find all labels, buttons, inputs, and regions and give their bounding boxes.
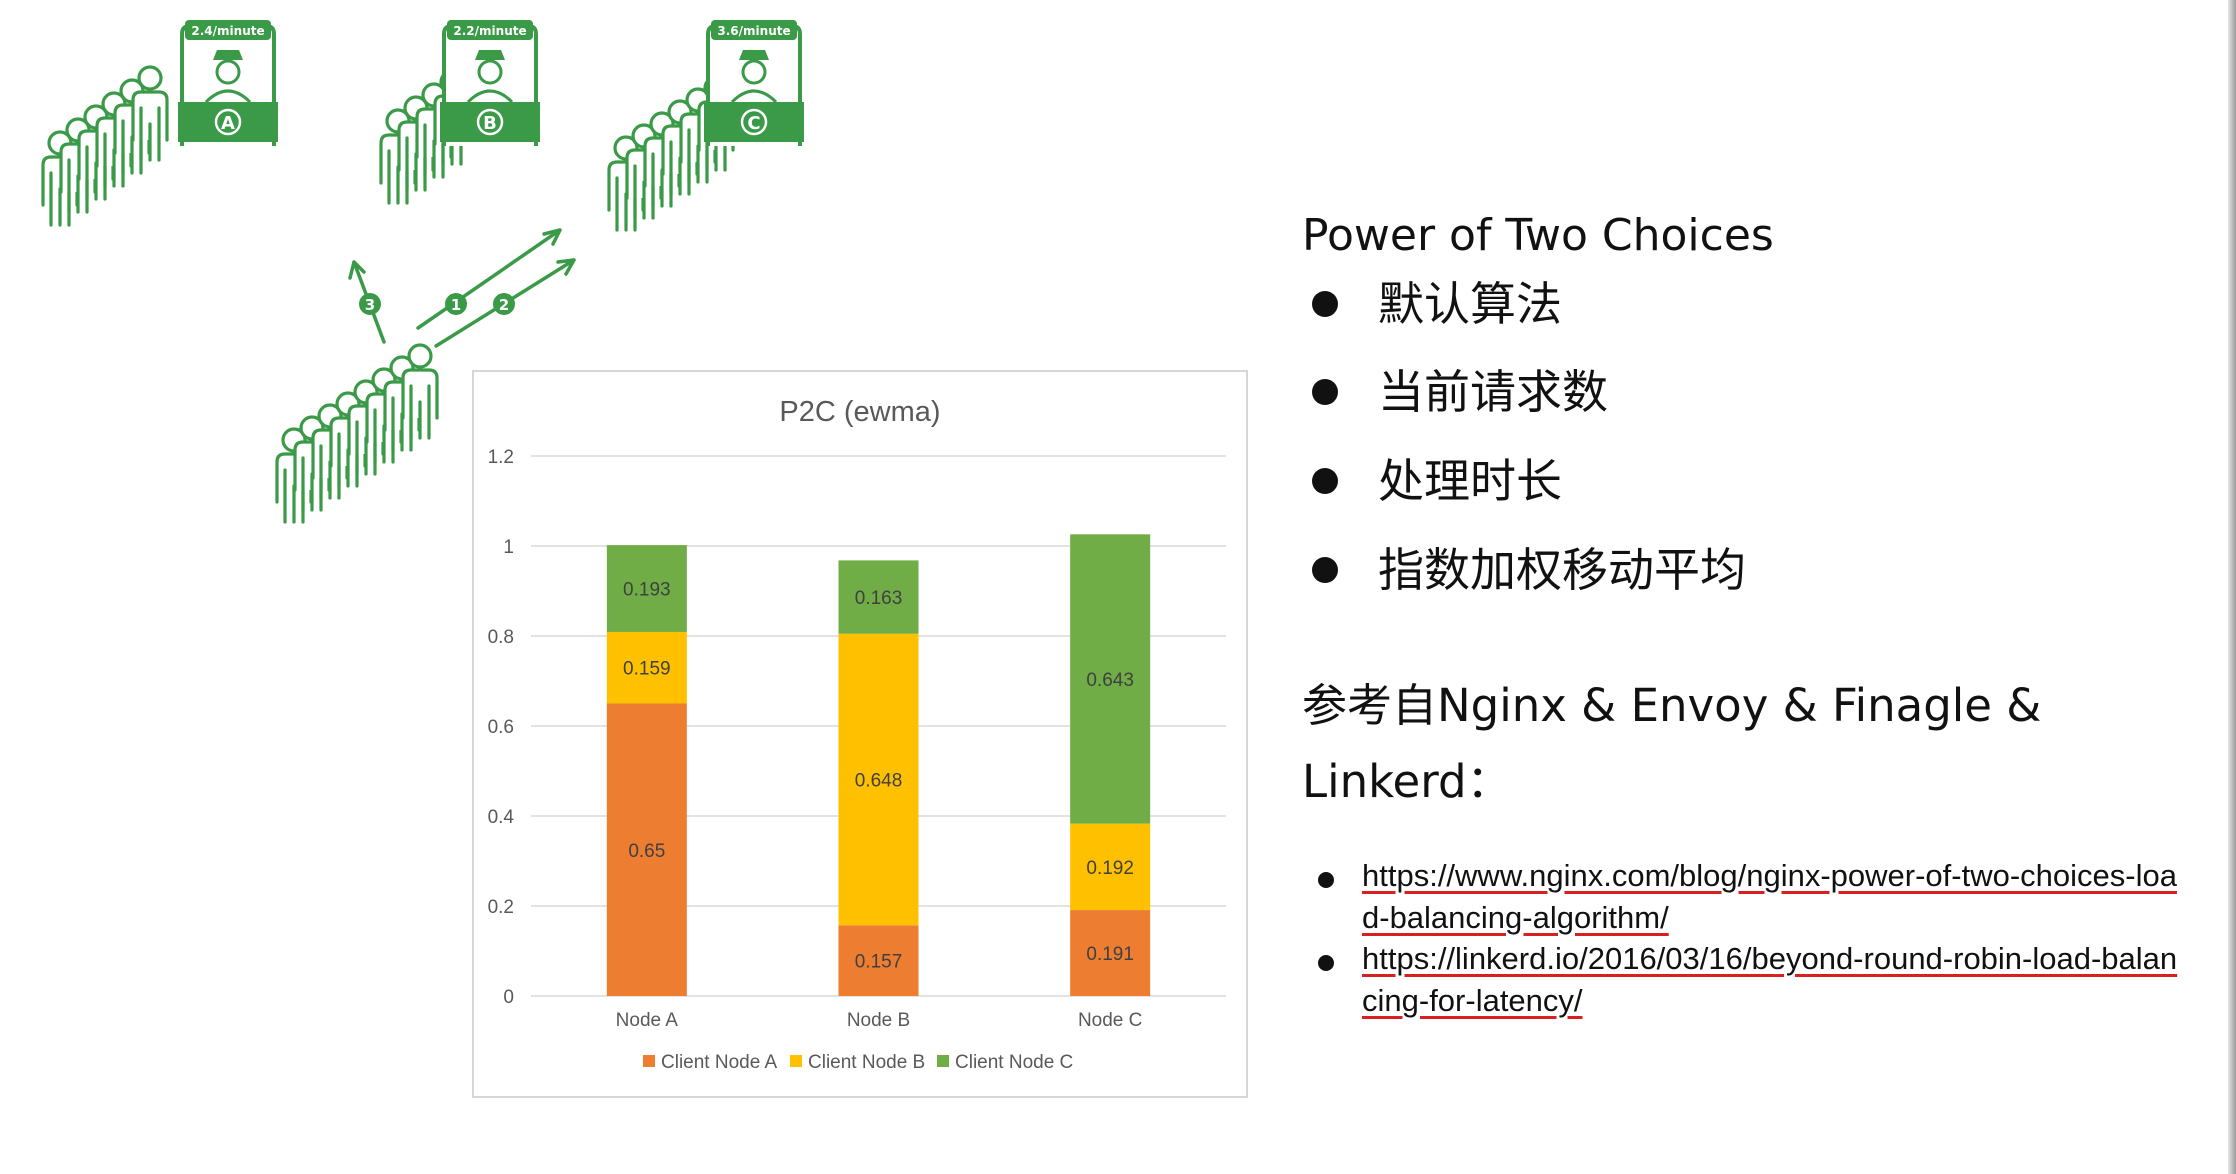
bullet-text: 处理时长 [1378, 454, 1562, 508]
reference-heading: 参考自Nginx & Envoy & Finagle & Linkerd： [1302, 679, 2042, 808]
p2c-chart: 0 0.2 0.4 0.6 0.8 1 1.2 0.65 0.159 0.193 Node A 0.… [472, 370, 1248, 1098]
bullet-dot [1312, 379, 1338, 405]
bar-segment [838, 560, 919, 634]
reference-link-item: https://www.nginx.com/blog/nginx-power-o… [1318, 855, 2178, 939]
y-tick-label: 0 [503, 987, 514, 1008]
legend-swatch [790, 1055, 802, 1067]
data-label: 0.193 [623, 580, 671, 601]
counter-icon: 3.6/minute C [704, 20, 804, 146]
legend-swatch [937, 1055, 949, 1067]
y-tick-label: 1 [503, 537, 514, 558]
step-number: 3 [365, 296, 375, 314]
bar-segment [1070, 534, 1151, 824]
clerk-hat-icon [213, 50, 243, 60]
y-tick-label: 0.6 [488, 717, 514, 738]
p2c-heading: Power of Two Choices [1302, 210, 1774, 261]
bar-segment [1070, 910, 1151, 996]
legend-label: Client Node B [808, 1052, 925, 1073]
desk-icon [440, 102, 540, 142]
load-balancing-illustration: 2.4/minute A 2.2/minute B 3.6/minute C 1 2 3 [41, 20, 804, 524]
bar-segment [838, 925, 919, 996]
step-number: 2 [499, 296, 509, 314]
desk-icon [178, 102, 278, 142]
bullet-text: 指数加权移动平均 [1378, 543, 1746, 597]
server-letter: A [221, 113, 235, 134]
bullet-dot [1312, 291, 1338, 317]
bar-segment [606, 545, 687, 632]
person-icon [131, 65, 169, 162]
step-badge: 1 [445, 293, 467, 315]
data-label: 0.192 [1086, 858, 1134, 879]
rate-label: 2.4/minute [191, 24, 264, 38]
clerk-head-icon [741, 59, 767, 85]
queue-group: 2.2/minute B [379, 20, 540, 205]
step-number: 1 [451, 296, 461, 314]
data-label: 0.159 [623, 659, 671, 680]
link-bullet-dot [1318, 872, 1334, 888]
bar-segment [1070, 823, 1151, 911]
bullet-item: 默认算法 [1312, 274, 1562, 334]
queue-group: 2.4/minute A [41, 20, 278, 227]
chart-canvas: 0 0.2 0.4 0.6 0.8 1 1.2 0.65 0.159 0.193 Node A 0.… [488, 396, 1226, 1073]
bullet-text: 当前请求数 [1378, 365, 1608, 419]
queue-group: 3.6/minute C [607, 20, 804, 232]
server-badge-icon [214, 108, 242, 136]
arrow-icon [416, 228, 562, 330]
rate-label: 2.2/minute [453, 24, 526, 38]
counter-icon: 2.4/minute A [178, 20, 278, 146]
step-badge: 3 [359, 293, 381, 315]
legend-label: Client Node C [955, 1052, 1073, 1073]
legend-swatch [643, 1055, 655, 1067]
bar-segment [838, 633, 919, 926]
y-tick-label: 0.4 [488, 807, 515, 828]
bullet-text: 默认算法 [1378, 277, 1562, 331]
data-label: 0.643 [1086, 670, 1134, 691]
bullet-item: 处理时长 [1312, 451, 1562, 511]
data-label: 0.191 [1086, 944, 1134, 965]
bullet-item: 指数加权移动平均 [1312, 540, 1746, 600]
bullet-item: 当前请求数 [1312, 362, 1608, 422]
data-label: 0.163 [855, 588, 903, 609]
nginx-link[interactable]: https://www.nginx.com/blog/nginx-power-o… [1362, 858, 2177, 935]
clerk-hat-icon [739, 50, 769, 60]
clerk-hat-icon [475, 50, 505, 60]
server-letter: B [483, 113, 497, 134]
desk-icon [704, 102, 804, 142]
bullet-dot [1312, 557, 1338, 583]
y-tick-label: 0.8 [488, 627, 514, 648]
route-arrows [348, 228, 576, 348]
person-icon [401, 343, 439, 440]
data-label: 0.157 [855, 952, 903, 973]
rate-label: 3.6/minute [717, 24, 790, 38]
linkerd-link[interactable]: https://linkerd.io/2016/03/16/beyond-rou… [1362, 941, 2178, 1018]
y-tick-label: 0.2 [488, 897, 514, 918]
slide-edge [2228, 0, 2236, 1174]
data-label: 0.648 [855, 771, 903, 792]
step-badge: 2 [493, 293, 515, 315]
client-queue [275, 343, 439, 524]
bullet-dot [1312, 468, 1338, 494]
server-badge-icon [476, 108, 504, 136]
server-badge-icon [740, 108, 768, 136]
clerk-head-icon [477, 59, 503, 85]
link-bullet-dot [1318, 955, 1334, 971]
x-tick-label: Node B [847, 1010, 910, 1031]
legend-label: Client Node A [661, 1052, 778, 1073]
server-letter: C [747, 113, 760, 134]
x-tick-label: Node C [1078, 1010, 1142, 1031]
counter-icon: 2.2/minute B [440, 20, 540, 146]
y-tick-label: 1.2 [488, 447, 514, 468]
reference-link-item: https://linkerd.io/2016/03/16/beyond-rou… [1318, 938, 2178, 1022]
chart-title: P2C (ewma) [779, 396, 940, 428]
clerk-head-icon [215, 59, 241, 85]
bar-segment [606, 703, 687, 996]
x-tick-label: Node A [616, 1010, 679, 1031]
bar-segment [606, 631, 687, 704]
data-label: 0.65 [628, 841, 665, 862]
